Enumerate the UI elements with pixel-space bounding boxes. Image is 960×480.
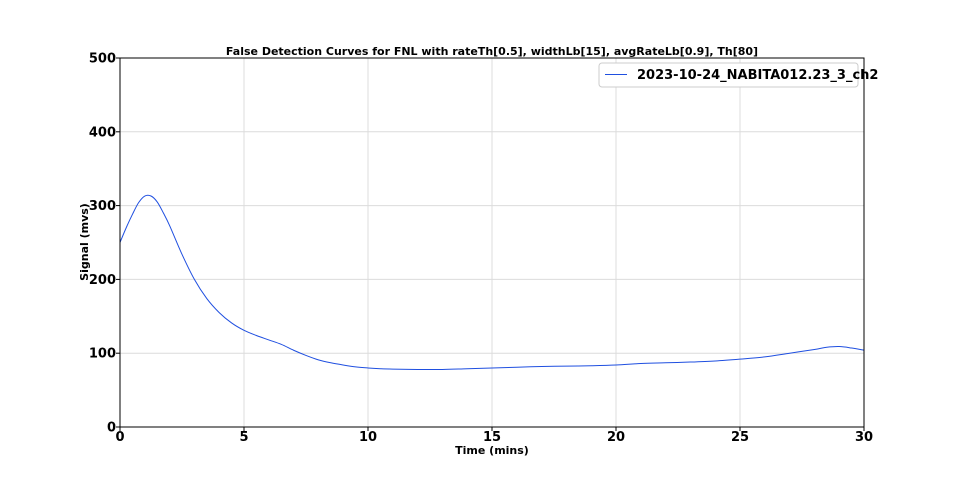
y-tick-label: 200 xyxy=(89,273,116,288)
y-tick-label: 100 xyxy=(89,347,116,362)
series-line xyxy=(119,194,865,371)
y-tick-label: 300 xyxy=(89,199,116,214)
legend-label: 2023-10-24_NABITA012.23_3_ch2 xyxy=(637,68,878,83)
y-tick-label: 500 xyxy=(89,52,116,67)
y-tick-label: 400 xyxy=(89,125,116,140)
x-tick-label: 30 xyxy=(855,430,873,445)
x-tick-label: 10 xyxy=(359,430,377,445)
chart-title: False Detection Curves for FNL with rate… xyxy=(226,45,758,58)
y-axis-label: Signal (mvs) xyxy=(78,203,91,281)
y-tick-label: 0 xyxy=(107,421,116,436)
grid xyxy=(120,58,864,427)
x-tick-label: 20 xyxy=(607,430,625,445)
x-tick-label: 25 xyxy=(731,430,749,445)
x-tick-label: 0 xyxy=(115,430,124,445)
x-axis-label: Time (mins) xyxy=(455,444,529,457)
x-tick-label: 15 xyxy=(483,430,501,445)
legend: 2023-10-24_NABITA012.23_3_ch2 xyxy=(598,62,878,88)
x-tick-label: 5 xyxy=(239,430,248,445)
legend-box xyxy=(598,62,859,88)
series-layer xyxy=(119,194,865,371)
